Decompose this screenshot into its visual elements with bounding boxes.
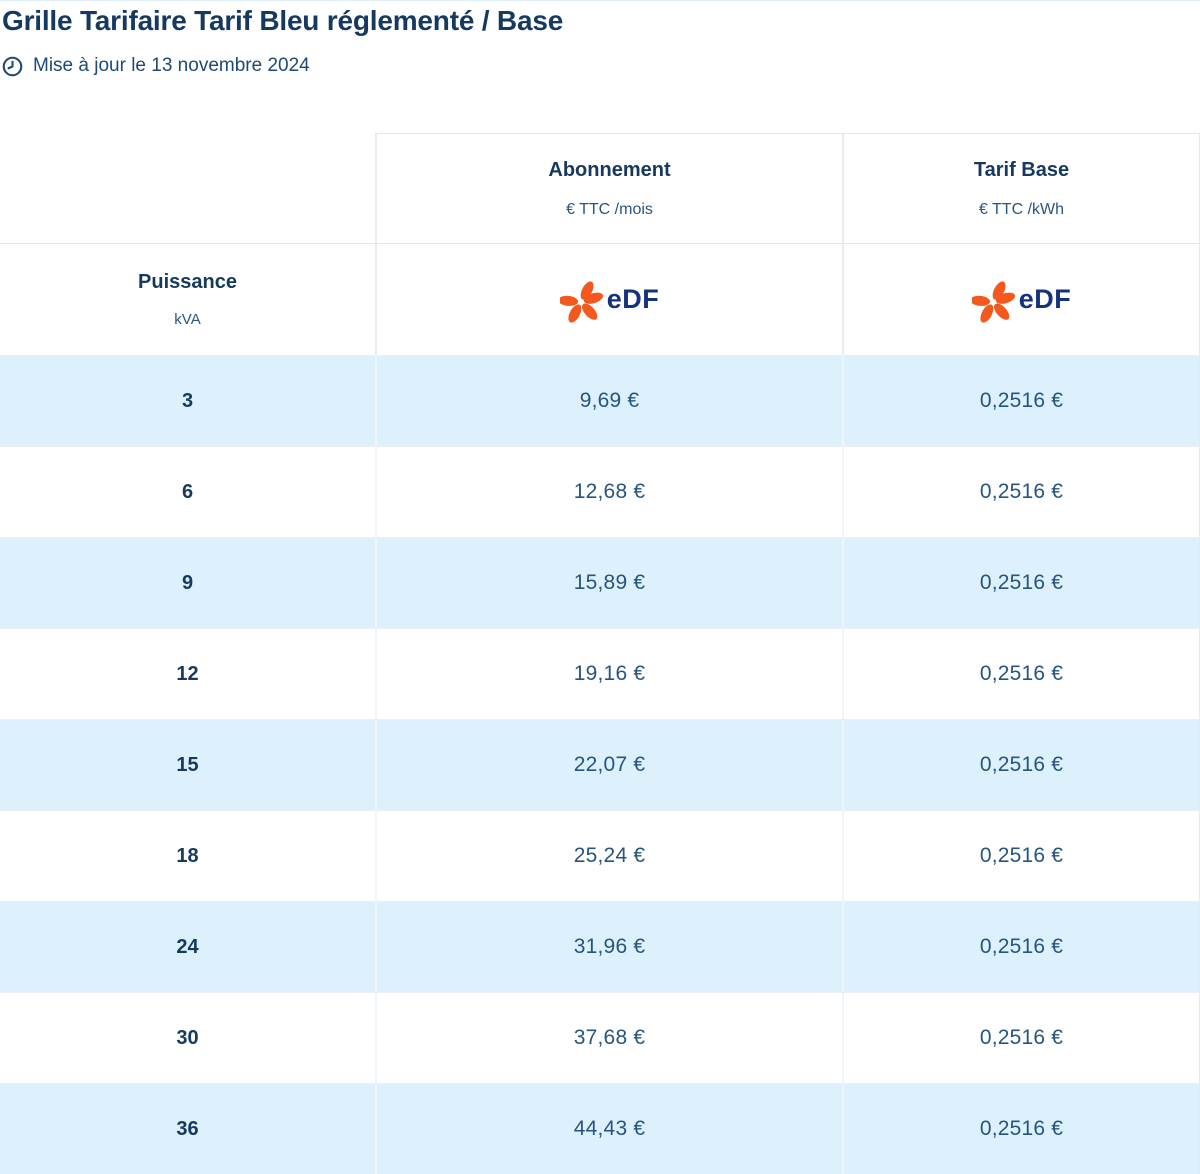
table-row-tarif-cell: 0,2516 €	[842, 810, 1200, 901]
clock-icon	[2, 56, 23, 77]
edf-flame-icon	[559, 277, 604, 323]
puissance-value: 15	[176, 753, 199, 776]
edf-logo: eDF	[559, 277, 660, 323]
row-header-puissance: Puissance kVA	[0, 243, 375, 355]
table-row-puissance-cell: 18	[0, 810, 375, 901]
table-row-puissance-cell: 36	[0, 1083, 375, 1174]
table-row-abonnement-cell: 25,24 €	[375, 810, 842, 901]
abonnement-value: 9,69 €	[579, 389, 640, 412]
abonnement-value: 15,89 €	[573, 571, 646, 594]
column-unit: € TTC /kWh	[978, 200, 1065, 218]
table-row-puissance-cell: 15	[0, 719, 375, 810]
table-row-abonnement-cell: 22,07 €	[375, 719, 842, 810]
puissance-value: 6	[181, 480, 194, 503]
table-row-puissance-cell: 24	[0, 901, 375, 992]
table-row-tarif-cell: 0,2516 €	[842, 355, 1200, 446]
abonnement-value: 22,07 €	[573, 753, 646, 776]
abonnement-value: 19,16 €	[573, 662, 646, 685]
puissance-value: 3	[181, 389, 194, 412]
column-header-abonnement: Abonnement € TTC /mois	[375, 133, 842, 243]
puissance-value: 12	[176, 662, 199, 685]
column-title: Abonnement	[548, 158, 671, 181]
table-row-tarif-cell: 0,2516 €	[842, 992, 1200, 1083]
tarif-base-value: 0,2516 €	[979, 1117, 1064, 1140]
abonnement-value: 31,96 €	[573, 935, 646, 958]
tarif-base-value: 0,2516 €	[979, 753, 1064, 776]
puissance-value: 30	[176, 1026, 199, 1049]
puissance-value: 9	[181, 571, 194, 594]
table-row-tarif-cell: 0,2516 €	[842, 628, 1200, 719]
table-row-puissance-cell: 6	[0, 446, 375, 537]
puissance-value: 36	[176, 1117, 199, 1140]
tarif-base-value: 0,2516 €	[979, 389, 1064, 412]
table-row-tarif-cell: 0,2516 €	[842, 537, 1200, 628]
table-row-abonnement-cell: 37,68 €	[375, 992, 842, 1083]
table-row-puissance-cell: 9	[0, 537, 375, 628]
abonnement-value: 44,43 €	[573, 1117, 646, 1140]
column-unit: € TTC /mois	[566, 200, 653, 218]
abonnement-value: 12,68 €	[573, 480, 646, 503]
column-title: Tarif Base	[973, 158, 1070, 181]
edf-wordmark: eDF	[1018, 284, 1072, 314]
puissance-value: 18	[176, 844, 199, 867]
edf-logo: eDF	[971, 277, 1072, 323]
table-row-abonnement-cell: 44,43 €	[375, 1083, 842, 1174]
tarif-base-value: 0,2516 €	[979, 480, 1064, 503]
row-header-title: Puissance	[138, 271, 237, 293]
tarif-base-value: 0,2516 €	[979, 844, 1064, 867]
abonnement-value: 25,24 €	[573, 844, 646, 867]
row-header-unit: kVA	[174, 311, 201, 328]
table-row-puissance-cell: 12	[0, 628, 375, 719]
header-spacer-cell	[0, 133, 375, 243]
page-title: Grille Tarifaire Tarif Bleu réglementé /…	[2, 5, 564, 36]
table-row-abonnement-cell: 15,89 €	[375, 537, 842, 628]
tarif-base-value: 0,2516 €	[979, 935, 1064, 958]
tarif-base-value: 0,2516 €	[979, 1026, 1064, 1049]
table-row-tarif-cell: 0,2516 €	[842, 1083, 1200, 1174]
table-row-tarif-cell: 0,2516 €	[842, 719, 1200, 810]
abonnement-value: 37,68 €	[573, 1026, 646, 1049]
tarif-base-value: 0,2516 €	[979, 571, 1064, 594]
page-top-divider	[0, 0, 1200, 1]
table-row-puissance-cell: 3	[0, 355, 375, 446]
table-row-abonnement-cell: 19,16 €	[375, 628, 842, 719]
column-header-tarif-base: Tarif Base € TTC /kWh	[842, 133, 1200, 243]
tariff-table: Abonnement € TTC /mois Tarif Base € TTC …	[0, 133, 1200, 1174]
table-row-abonnement-cell: 31,96 €	[375, 901, 842, 992]
table-row-tarif-cell: 0,2516 €	[842, 446, 1200, 537]
edf-wordmark: eDF	[606, 284, 660, 314]
provider-cell-abonnement: eDF	[375, 243, 842, 355]
table-row-abonnement-cell: 12,68 €	[375, 446, 842, 537]
table-row-tarif-cell: 0,2516 €	[842, 901, 1200, 992]
provider-cell-tarif-base: eDF	[842, 243, 1200, 355]
puissance-value: 24	[176, 935, 199, 958]
table-row-abonnement-cell: 9,69 €	[375, 355, 842, 446]
edf-flame-icon	[971, 277, 1016, 323]
last-updated: Mise à jour le 13 novembre 2024	[2, 55, 310, 77]
table-row-puissance-cell: 30	[0, 992, 375, 1083]
last-updated-text: Mise à jour le 13 novembre 2024	[33, 55, 310, 76]
tarif-base-value: 0,2516 €	[979, 662, 1064, 685]
